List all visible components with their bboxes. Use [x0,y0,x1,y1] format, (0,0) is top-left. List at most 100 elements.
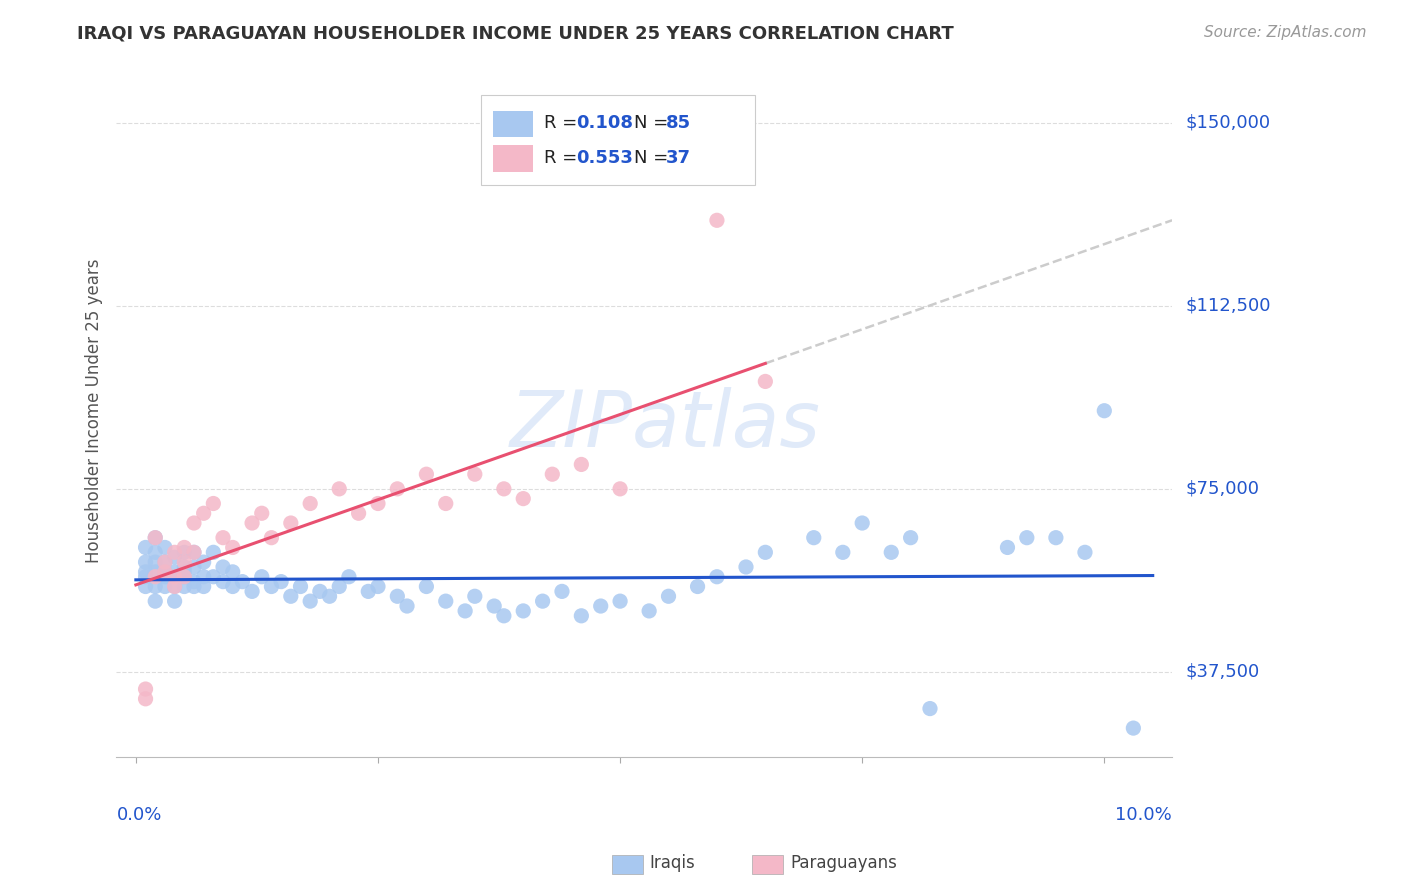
Text: Source: ZipAtlas.com: Source: ZipAtlas.com [1204,25,1367,40]
Point [387,589,409,603]
FancyBboxPatch shape [494,111,533,136]
Point [193,555,215,569]
FancyBboxPatch shape [481,95,755,186]
Point [173,570,195,584]
Text: 10.0%: 10.0% [1115,806,1173,824]
Point [657,589,679,603]
Point [153,565,176,579]
Point [492,608,515,623]
Point [589,599,612,613]
Point [250,570,273,584]
Point [686,580,709,594]
Point [173,570,195,584]
Point [395,599,418,613]
Point [222,565,245,579]
Text: IRAQI VS PARAGUAYAN HOUSEHOLDER INCOME UNDER 25 YEARS CORRELATION CHART: IRAQI VS PARAGUAYAN HOUSEHOLDER INCOME U… [77,25,955,43]
Point [163,594,186,608]
Point [464,467,486,482]
Point [193,506,215,520]
Point [918,701,941,715]
Point [337,570,360,584]
Point [143,565,166,579]
Point [143,555,166,569]
Point [260,580,283,594]
Point [183,580,205,594]
Point [454,604,477,618]
Point [143,545,166,559]
Point [290,580,312,594]
Point [153,541,176,555]
Point [318,589,340,603]
Point [143,580,166,594]
Point [541,467,564,482]
Point [183,574,205,589]
Point [135,541,157,555]
Point [328,580,350,594]
Text: 37: 37 [665,149,690,167]
Point [638,604,661,618]
Point [900,531,922,545]
Point [512,604,534,618]
Point [173,560,195,574]
Point [173,565,195,579]
Point [153,555,176,569]
Point [367,496,389,510]
Point [309,584,332,599]
Point [367,580,389,594]
Point [512,491,534,506]
Point [183,545,205,559]
Point [754,375,776,389]
Point [153,565,176,579]
Point [202,545,225,559]
Point [569,458,592,472]
Y-axis label: Householder Income Under 25 years: Householder Income Under 25 years [86,259,103,563]
Point [1015,531,1038,545]
Point [464,589,486,603]
Point [163,545,186,559]
Point [250,506,273,520]
Point [997,541,1019,555]
Text: N =: N = [634,149,673,167]
Point [240,584,263,599]
Point [202,496,225,510]
Point [851,516,873,530]
Text: $112,500: $112,500 [1187,297,1271,315]
Point [735,560,758,574]
Point [706,213,728,227]
Point [880,545,903,559]
Point [183,560,205,574]
Point [492,482,515,496]
Point [143,594,166,608]
Point [153,570,176,584]
Point [163,550,186,565]
Point [482,599,505,613]
Point [222,580,245,594]
Point [135,580,157,594]
Point [143,531,166,545]
Point [163,570,186,584]
Point [415,467,437,482]
Point [706,570,728,584]
Point [260,531,283,545]
Point [569,608,592,623]
Point [328,482,350,496]
Point [143,531,166,545]
Point [135,570,157,584]
Text: ZIPatlas: ZIPatlas [510,386,821,463]
Point [231,574,253,589]
Text: R =: R = [544,114,583,132]
Point [173,580,195,594]
Point [183,516,205,530]
Point [1045,531,1067,545]
Point [163,565,186,579]
Point [551,584,574,599]
Text: 85: 85 [665,114,690,132]
Point [831,545,853,559]
Point [357,584,380,599]
Point [212,574,235,589]
Point [531,594,554,608]
Point [135,555,157,569]
Text: Iraqis: Iraqis [650,855,696,872]
Text: Paraguayans: Paraguayans [790,855,897,872]
Point [163,580,186,594]
